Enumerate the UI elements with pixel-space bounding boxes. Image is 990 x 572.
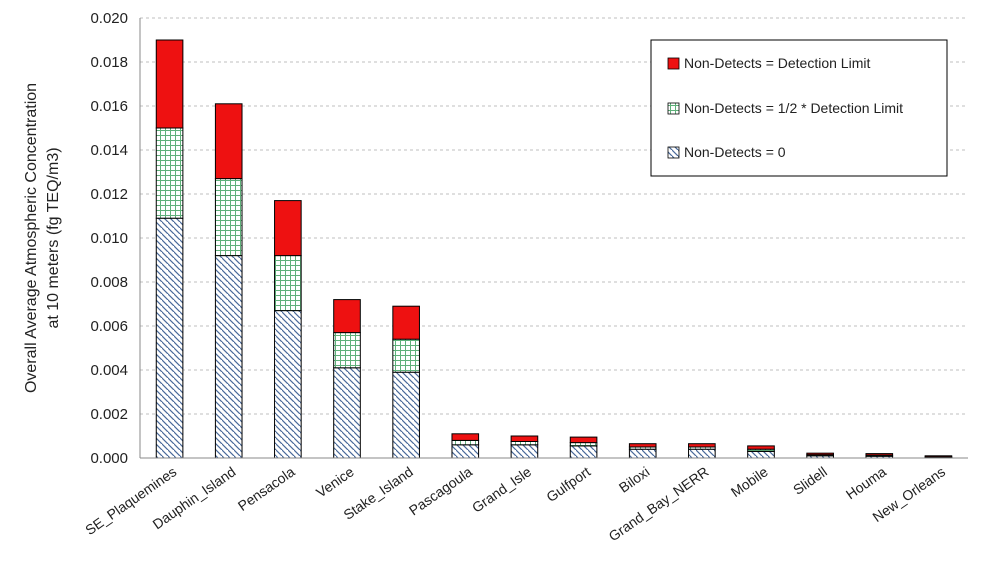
bar-segment-nd-dl <box>806 452 834 456</box>
x-tick-label: Houma <box>843 463 889 502</box>
y-axis-label-line1: Overall Average Atmospheric Concentratio… <box>23 83 40 393</box>
bar-segment-nd-half-dl <box>333 332 361 369</box>
bar-segment-nd-dl <box>392 305 420 340</box>
bar-segment-nd-dl <box>333 299 361 334</box>
legend-swatch-zero <box>667 146 680 159</box>
bar-segment-nd-zero <box>451 444 480 459</box>
bar-segment-nd-dl <box>688 443 716 448</box>
bar-segment-nd-zero <box>747 450 775 459</box>
legend-label-detection-limit: Non-Detects = Detection Limit <box>684 55 870 71</box>
x-tick-label: Venice <box>313 463 357 500</box>
bar-segment-nd-half-dl <box>214 178 243 257</box>
bar-segment-nd-dl <box>214 103 243 180</box>
y-tick-label: 0.008 <box>90 274 128 291</box>
x-tick-label: Gulfport <box>543 463 593 505</box>
x-tick-label: Grand_Isle <box>469 463 534 516</box>
y-axis-label-line2: at 10 meters (fg TEQ/m3) <box>45 147 62 328</box>
x-tick-label: Grand_Bay_NERR <box>606 463 712 544</box>
bar-segment-nd-dl <box>569 436 598 444</box>
y-tick-label: 0.002 <box>90 406 128 423</box>
bar-segment-nd-dl <box>628 443 657 448</box>
x-tick-label: Mobile <box>728 463 771 500</box>
bar-segment-nd-half-dl <box>451 439 480 446</box>
bar-segment-nd-zero <box>569 445 598 459</box>
y-tick-label: 0.004 <box>90 362 128 379</box>
bar-segment-nd-dl <box>865 453 894 456</box>
bar-segment-nd-zero <box>510 444 539 459</box>
x-tick-label: Slidell <box>790 463 830 498</box>
bars <box>155 39 953 459</box>
y-tick-label: 0.012 <box>90 186 128 203</box>
y-tick-label: 0.006 <box>90 318 128 335</box>
bar-segment-nd-dl <box>924 455 953 458</box>
bar-segment-nd-half-dl <box>155 127 184 219</box>
bar-segment-nd-dl <box>451 433 480 441</box>
axes <box>139 18 968 459</box>
bar-segment-nd-zero <box>333 367 361 459</box>
bar-segment-nd-zero <box>155 217 184 459</box>
y-tick-label: 0.014 <box>90 142 128 159</box>
bar-segment-nd-dl <box>274 200 302 257</box>
bar-segment-nd-zero <box>688 448 716 459</box>
legend-label-zero: Non-Detects = 0 <box>684 144 786 160</box>
bar-segment-nd-dl <box>510 435 539 442</box>
bar-segment-nd-zero <box>274 310 302 459</box>
x-tick-label: Pascagoula <box>406 463 475 518</box>
bar-segment-nd-zero <box>628 448 657 459</box>
bar-segment-nd-zero <box>392 371 420 459</box>
x-tick-label: Biloxi <box>616 463 653 495</box>
y-tick-label: 0.010 <box>90 230 128 247</box>
x-tick-label: Pensacola <box>235 463 298 514</box>
y-tick-labels: 0.000 0.002 0.004 0.006 0.008 0.010 0.012 0.014… <box>90 10 128 467</box>
y-tick-label: 0.000 <box>90 450 128 467</box>
bar-segment-nd-dl <box>155 39 184 129</box>
bar-segment-nd-zero <box>214 255 243 459</box>
y-tick-label: 0.020 <box>90 10 128 27</box>
legend-swatch-detection-limit <box>667 57 680 70</box>
bar-segment-nd-half-dl <box>392 338 420 373</box>
legend-label-half-detection-limit: Non-Detects = 1/2 * Detection Limit <box>684 100 903 116</box>
y-tick-label: 0.018 <box>90 54 128 71</box>
legend-box <box>650 39 948 177</box>
y-tick-label: 0.016 <box>90 98 128 115</box>
legend: Non-Detects = Detection Limit Non-Detect… <box>650 39 948 177</box>
bar-segment-nd-half-dl <box>274 255 302 312</box>
bar-segment-nd-dl <box>747 445 775 450</box>
legend-swatch-half-detection-limit <box>667 102 680 115</box>
